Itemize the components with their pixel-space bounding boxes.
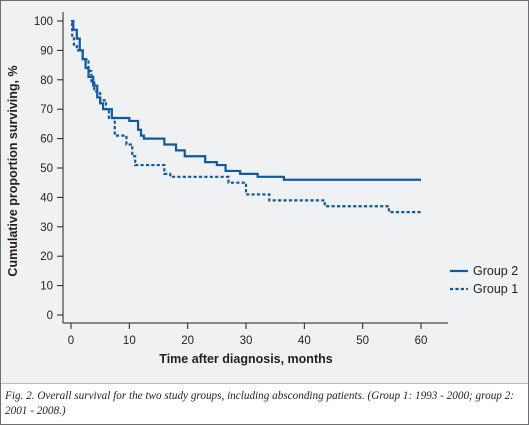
y-tick-label: 40 [40, 192, 53, 204]
x-axis-title: Time after diagnosis, months [159, 352, 332, 366]
axes [62, 12, 448, 324]
series-line-group-2 [71, 19, 421, 181]
legend-label: Group 1 [473, 282, 518, 296]
x-tick-label: 40 [298, 335, 311, 347]
y-tick-label: 20 [40, 251, 53, 263]
x-tick-label: 20 [181, 335, 194, 347]
y-axis-title: Cumulative proportion surviving, % [6, 65, 20, 276]
y-tick-label: 70 [40, 104, 53, 116]
x-tick-label: 10 [123, 335, 136, 347]
y-tick-label: 60 [40, 134, 53, 146]
y-tick-label: 90 [40, 45, 53, 57]
plot-panel [1, 1, 528, 384]
legend: Group 2 Group 1 [450, 264, 518, 296]
x-tick-label: 0 [68, 335, 74, 347]
series-lines [71, 19, 421, 214]
ticks: 0 10 20 30 40 50 60 70 80 90 100 0 10 20 30 40 50 60 [34, 16, 428, 347]
figure-caption: Fig. 2. Overall survival for the two stu… [5, 390, 514, 417]
y-tick-label: 80 [40, 75, 53, 87]
legend-label: Group 2 [473, 264, 518, 278]
y-tick-label: 0 [47, 310, 53, 322]
y-tick-label: 10 [40, 281, 53, 293]
series-line-group-1 [71, 22, 421, 214]
y-tick-label: 100 [34, 16, 53, 28]
y-tick-label: 30 [40, 222, 53, 234]
x-tick-label: 50 [356, 335, 369, 347]
survival-chart: 0 10 20 30 40 50 60 70 80 90 100 0 10 20 30 40 50 60 Cumu… [6, 12, 518, 366]
y-tick-label: 50 [40, 163, 53, 175]
x-tick-label: 60 [415, 335, 428, 347]
x-tick-label: 30 [240, 335, 253, 347]
